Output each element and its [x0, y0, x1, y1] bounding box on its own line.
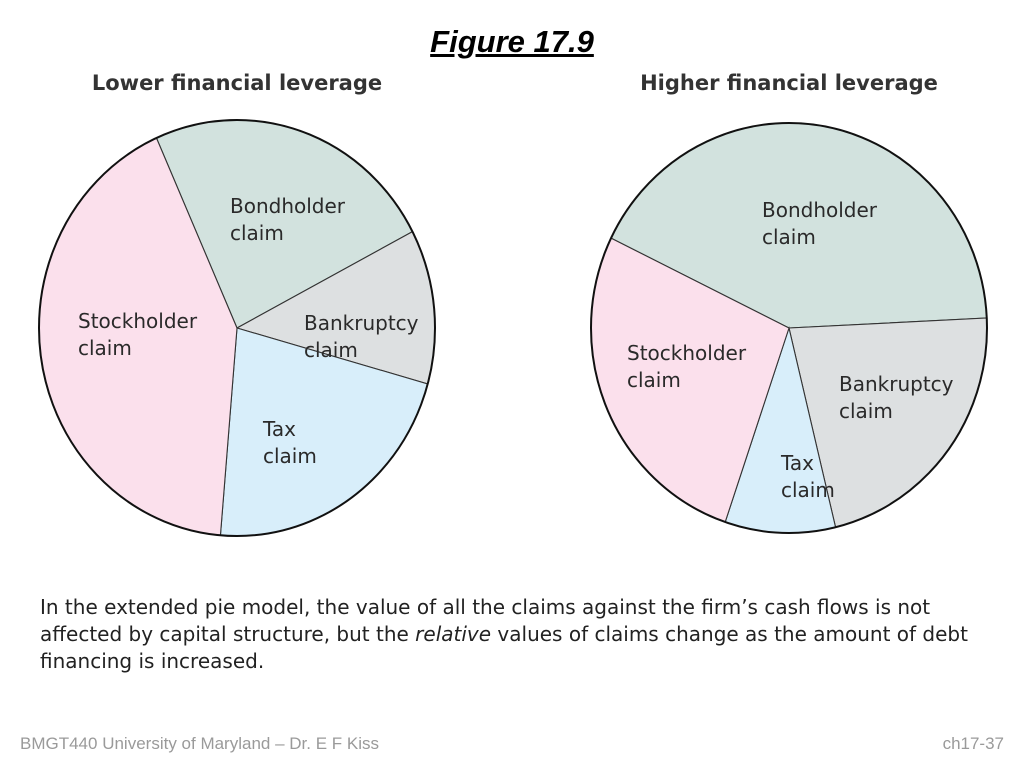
pie-outline-lower [38, 119, 436, 537]
figure-caption: In the extended pie model, the value of … [40, 594, 1000, 675]
footer-slide-number: ch17-37 [942, 734, 1004, 753]
slice-label-stockholder-lower: Stockholder claim [78, 309, 198, 360]
slice-label-bondholder-lower: Bondholder claim [230, 194, 346, 245]
slice-label-tax-lower: Tax claim [262, 417, 317, 468]
slice-label-stockholder-higher: Stockholder claim [627, 341, 747, 392]
pie-chart-lower-leverage: Bondholder claim Bankruptcy claim Tax claim St… [38, 119, 436, 537]
footer-course-info: BMGT440 University of Maryland – Dr. E F… [20, 734, 379, 753]
slice-label-bankruptcy-higher: Bankruptcy claim [839, 372, 954, 423]
caption-emphasis: relative [415, 622, 492, 646]
caption-text-end: values of claims change as the amount of… [40, 622, 968, 673]
pie-title-higher: Higher financial leverage [640, 71, 938, 95]
pie-outline-higher [590, 122, 988, 534]
slice-label-bankruptcy-lower: Bankruptcy claim [304, 311, 419, 362]
pie-title-lower: Lower financial leverage [91, 71, 383, 95]
slice-label-bondholder-higher: Bondholder claim [762, 198, 878, 249]
slice-label-tax-higher: Tax claim [780, 451, 835, 502]
caption-text-start: In the extended pie model, the value of … [40, 595, 931, 646]
figure-title: Figure 17.9 [430, 24, 594, 59]
